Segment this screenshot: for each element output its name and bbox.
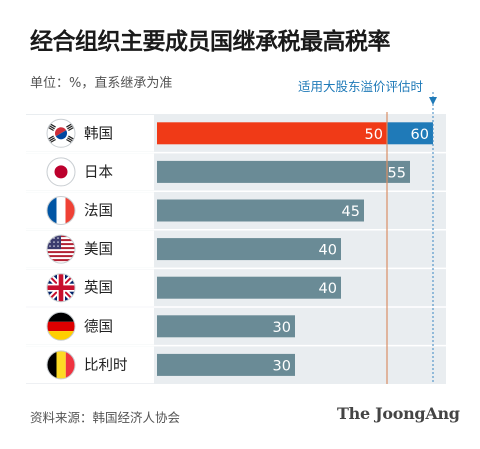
japan-flag-icon — [46, 157, 76, 187]
brand-logo: The JoongAng — [337, 404, 460, 423]
germany-flag-icon — [46, 311, 76, 341]
value-label: 40 — [319, 281, 337, 297]
bar — [157, 238, 341, 261]
country-label: 日本 — [84, 164, 113, 181]
uk-flag-icon — [46, 273, 76, 303]
country-label: 法国 — [84, 203, 113, 220]
premium-annotation: 适用大股东溢价评估时 — [298, 79, 424, 94]
bar — [157, 122, 387, 145]
value-label: 40 — [319, 243, 337, 259]
unit-note: 单位：%，直系继承为准 — [30, 76, 173, 91]
france-flag-icon — [46, 196, 76, 225]
source-note: 资料来源：韩国经济人协会 — [30, 410, 181, 425]
belgium-flag-icon — [46, 350, 76, 380]
premium-bar — [387, 122, 433, 145]
bar — [157, 315, 295, 338]
chart-title: 经合组织主要成员国继承税最高税率 — [30, 29, 391, 55]
bar — [157, 276, 341, 299]
bar — [157, 353, 295, 376]
value-label: 50 — [365, 127, 383, 143]
value-label: 55 — [388, 165, 406, 181]
country-label: 英国 — [84, 279, 113, 297]
country-label: 美国 — [84, 241, 113, 258]
country-label: 比利时 — [84, 357, 128, 374]
annotation-arrow-icon — [429, 97, 437, 105]
bar — [157, 160, 410, 183]
country-label: 韩国 — [84, 125, 113, 142]
usa-flag-icon — [46, 234, 76, 264]
korea-flag-icon — [46, 118, 76, 148]
value-label: 30 — [273, 358, 291, 374]
value-label: 45 — [342, 204, 360, 220]
bar — [157, 199, 364, 222]
value-label: 30 — [273, 320, 291, 336]
bar-chart: 韩国 50 60 日本 55 法国 45 美国 40 英国 40 德国 30 比利时 30 — [26, 92, 446, 384]
country-label: 德国 — [84, 318, 113, 335]
premium-value-label: 60 — [411, 127, 429, 143]
